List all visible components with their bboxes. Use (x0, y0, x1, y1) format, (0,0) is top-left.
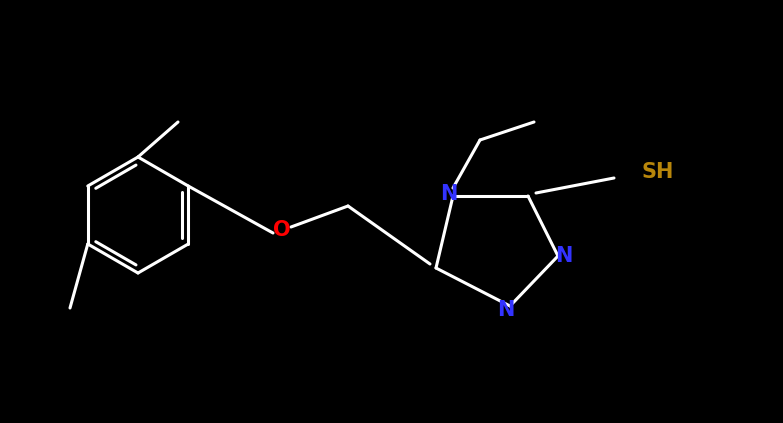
Text: N: N (497, 300, 514, 320)
Text: SH: SH (642, 162, 674, 182)
Text: N: N (440, 184, 458, 204)
Text: O: O (273, 220, 290, 240)
Text: N: N (555, 246, 572, 266)
